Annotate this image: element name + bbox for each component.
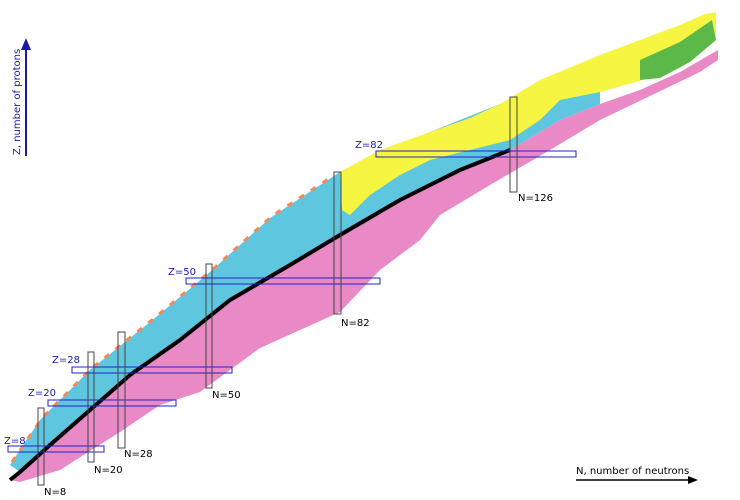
magic-n-box: [509, 96, 518, 193]
x-arrowhead: [688, 476, 698, 484]
x-axis-label: N, number of neutrons: [576, 466, 689, 477]
fission-region: [640, 20, 716, 80]
magic-n-box: [87, 351, 95, 463]
y-arrowhead: [21, 38, 31, 50]
magic-z-box: [71, 366, 233, 374]
drip-edge: [10, 176, 331, 463]
stability-line: [8, 148, 511, 482]
magic-n-label: N=82: [341, 318, 370, 329]
y-axis-label: Z, number of protons: [12, 49, 23, 155]
neutron-rich-region: [10, 50, 718, 482]
magic-n-label: N=8: [44, 487, 66, 498]
magic-n-box: [205, 263, 213, 389]
magic-z-label: Z=28: [52, 355, 80, 366]
magic-z-box: [7, 445, 105, 453]
magic-z-box: [375, 150, 577, 158]
alpha-region: [340, 12, 716, 215]
magic-z-box: [185, 277, 381, 285]
magic-z-label: Z=8: [4, 436, 26, 447]
proton-rich-region: [10, 70, 600, 472]
magic-n-box: [333, 171, 342, 315]
magic-z-label: Z=82: [355, 140, 383, 151]
magic-n-box: [37, 407, 45, 486]
magic-n-label: N=50: [212, 390, 241, 401]
magic-n-label: N=126: [518, 193, 553, 204]
magic-z-label: Z=20: [28, 388, 56, 399]
magic-n-box: [117, 331, 126, 449]
magic-z-label: Z=50: [168, 267, 196, 278]
magic-n-label: N=20: [94, 465, 123, 476]
magic-z-box: [47, 399, 177, 407]
magic-n-label: N=28: [124, 449, 153, 460]
